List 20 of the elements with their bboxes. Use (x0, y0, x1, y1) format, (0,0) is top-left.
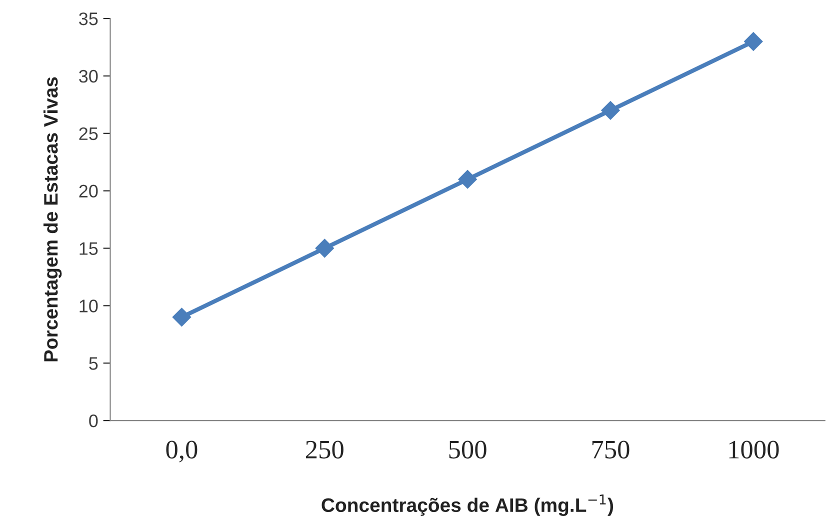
x-tick-label: 250 (306, 440, 344, 459)
y-tick-label: 5 (89, 357, 98, 370)
point (172, 308, 192, 327)
y-tick-label: 15 (80, 242, 98, 255)
x-tick-label: 500 (449, 440, 486, 459)
point (458, 170, 477, 189)
y-axis-title: Porcentagem de Estacas Vivas (43, 77, 62, 362)
x-tick-label: 1000 (729, 440, 779, 459)
y-tick-label: 10 (80, 300, 98, 312)
point (601, 101, 620, 120)
point (744, 32, 763, 51)
y-tick-label: 30 (79, 70, 98, 83)
point (315, 238, 334, 258)
x-tick-label: 0,0 (166, 440, 198, 462)
y-tick-label: 35 (79, 12, 98, 26)
x-axis-title: Concentrações de AIB (mg.L$^{−1}$) (322, 494, 614, 516)
x-tick-label: 750 (592, 440, 630, 459)
y-tick-label: 20 (79, 184, 98, 198)
y-tick-label: 0 (89, 414, 98, 428)
y-tick-label: 25 (79, 127, 98, 140)
